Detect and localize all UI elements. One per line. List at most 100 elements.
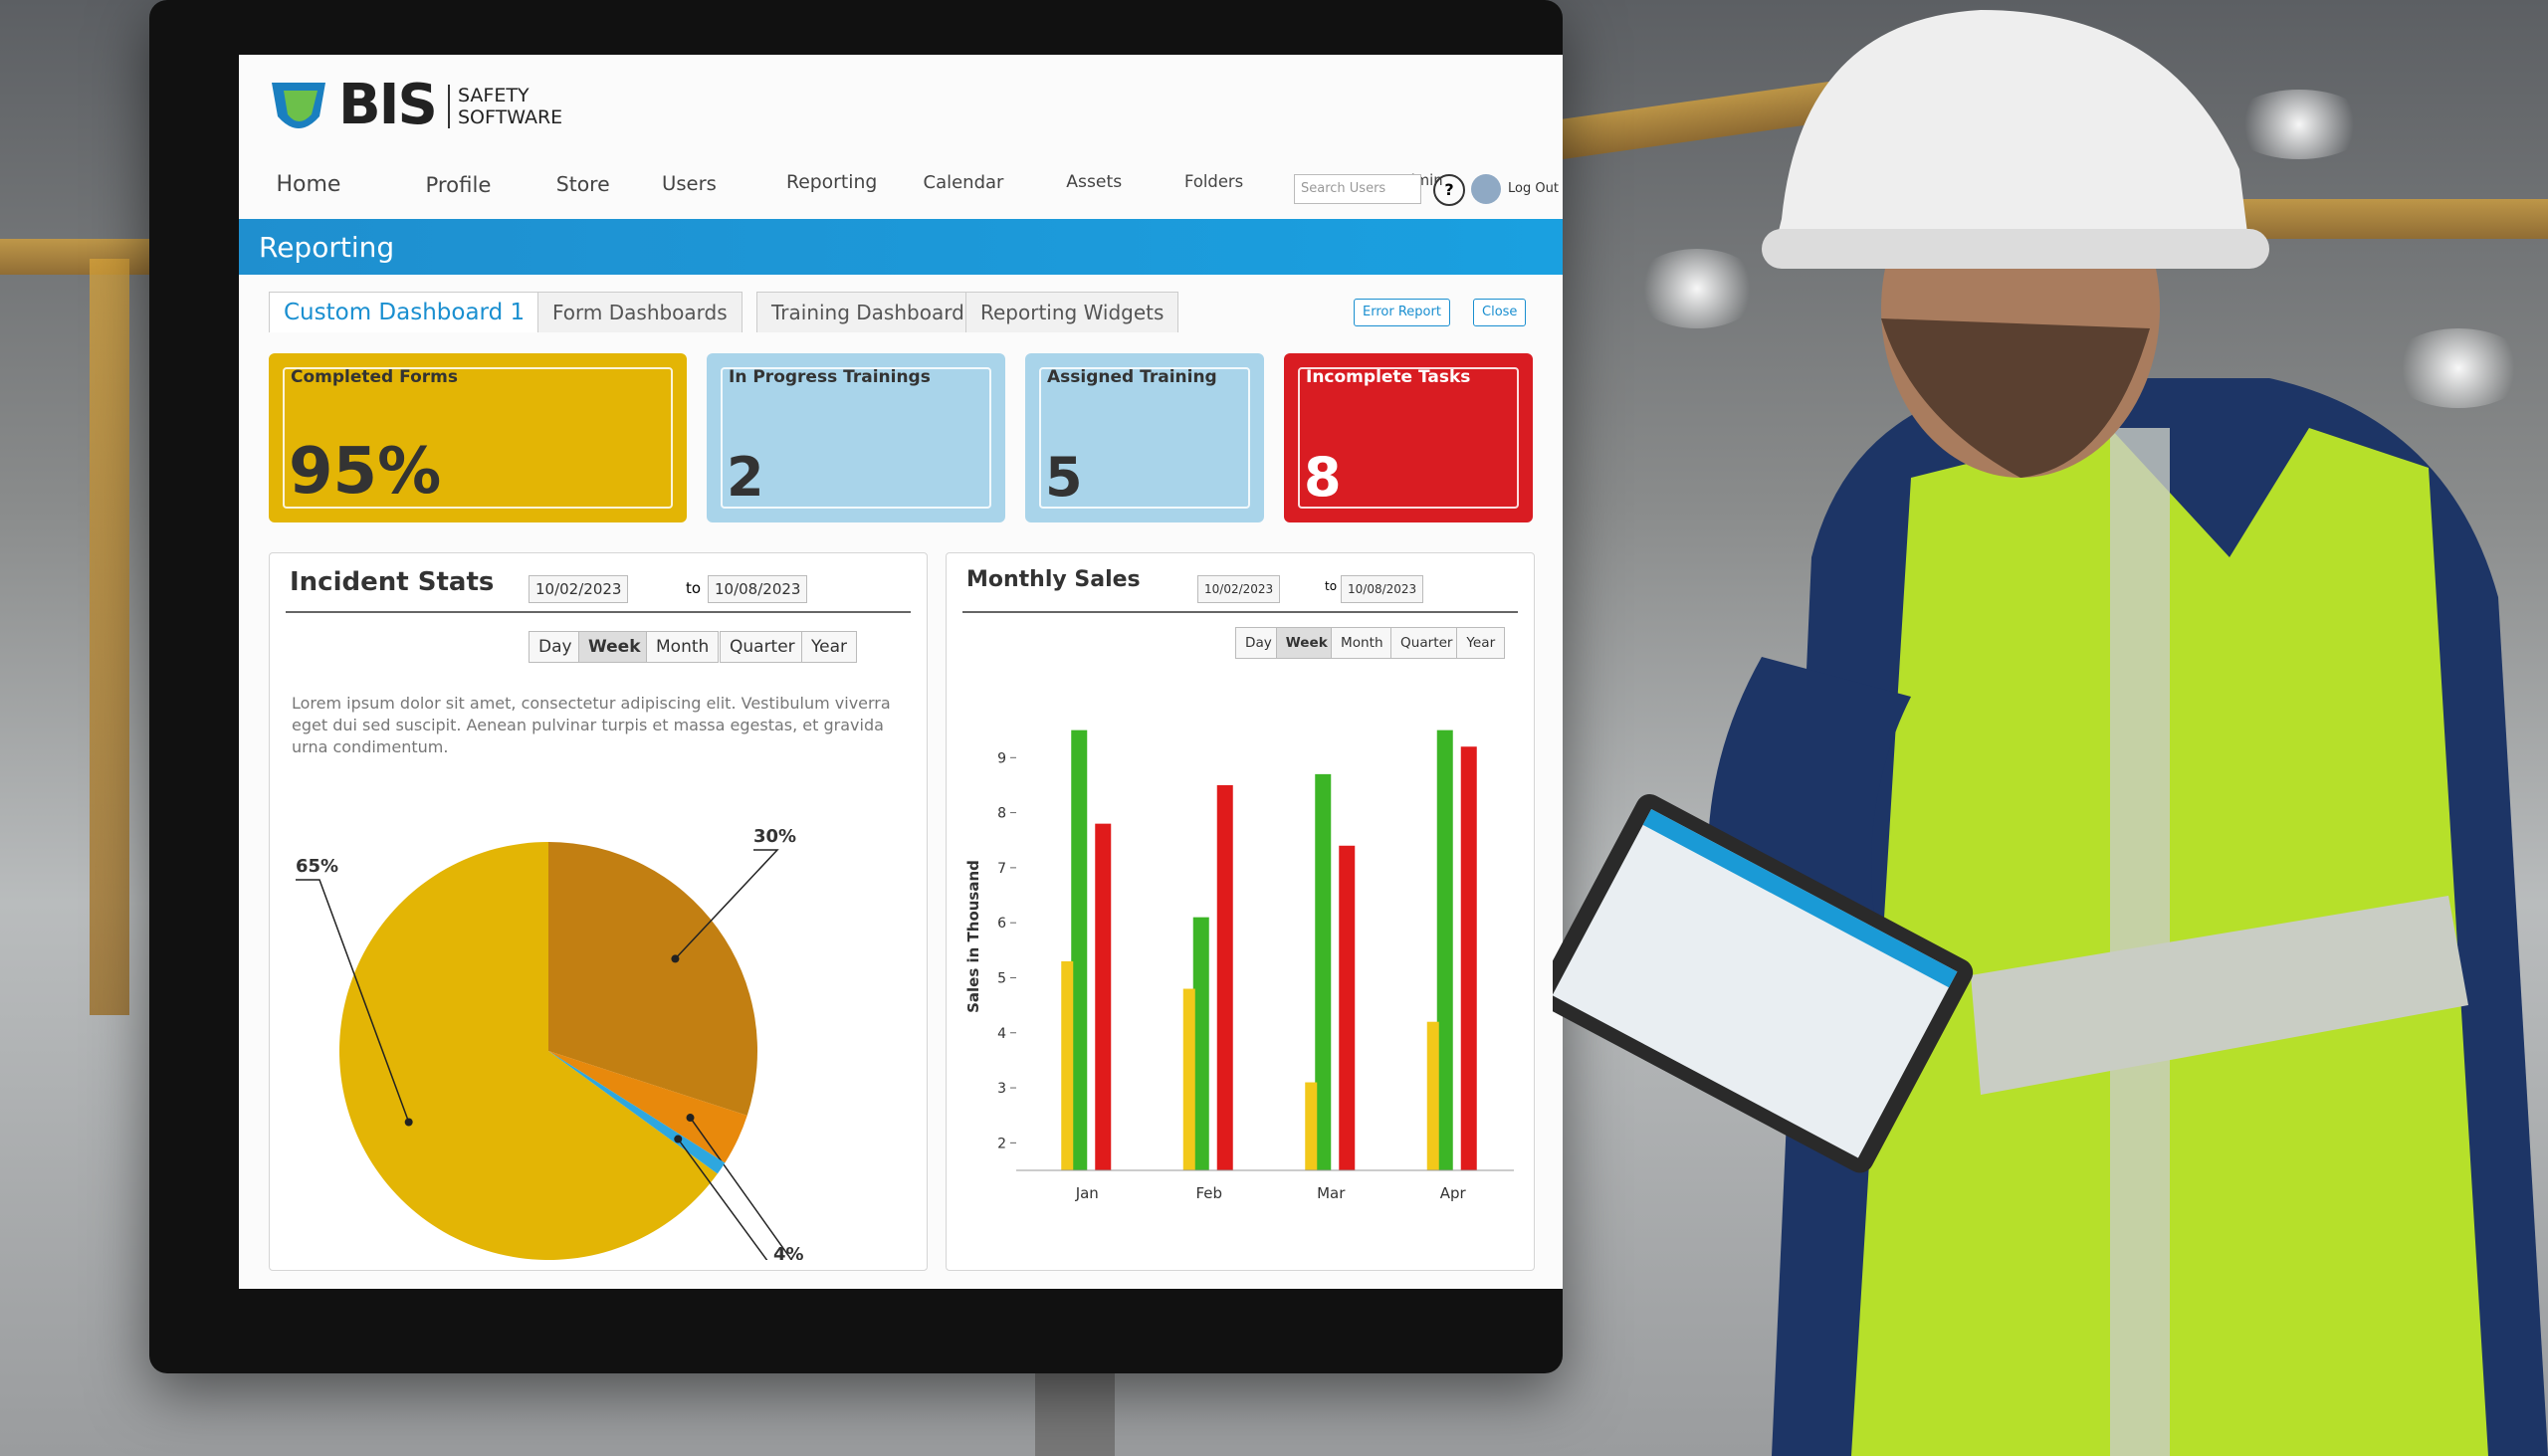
kpi-card: Incomplete Tasks 8 xyxy=(1284,353,1533,522)
panel-title: Incident Stats xyxy=(290,567,495,597)
date-sep: to xyxy=(686,579,702,597)
kpi-card: In Progress Trainings 2 xyxy=(707,353,1005,522)
nav-item[interactable]: Users xyxy=(662,172,717,195)
dashboard-screen: BIS SAFETY SOFTWARE Home Profile Store User… xyxy=(239,55,1563,1289)
card-label: Assigned Training xyxy=(1047,367,1217,387)
y-tick-label: 3 xyxy=(997,1081,1006,1097)
x-tick-label: Feb xyxy=(1195,1184,1222,1202)
range-button[interactable]: Year xyxy=(1456,627,1506,659)
logo-tagline-line: SOFTWARE xyxy=(458,106,563,128)
tab[interactable]: Training Dashboard xyxy=(756,292,979,332)
nav-item[interactable]: Assets xyxy=(1066,172,1123,192)
bar xyxy=(1460,746,1477,1170)
panel-rule xyxy=(286,611,911,613)
x-tick-label: Apr xyxy=(1440,1184,1467,1202)
card-label: Incomplete Tasks xyxy=(1306,367,1471,387)
pie-label: 30% xyxy=(753,826,796,847)
worker xyxy=(1553,10,2548,1456)
sales-panel: Monthly Sales 10/02/2023 to 10/08/2023 Day W… xyxy=(946,552,1535,1271)
y-tick-label: 8 xyxy=(997,806,1006,822)
bar xyxy=(1436,729,1453,1170)
bar xyxy=(1071,729,1088,1170)
range-button[interactable]: Month xyxy=(1331,627,1393,659)
y-tick-label: 9 xyxy=(997,750,1006,766)
pie-label: 65% xyxy=(296,856,338,877)
bar xyxy=(1192,917,1209,1170)
logout[interactable]: Log Out xyxy=(1508,181,1559,196)
range-button[interactable]: Month xyxy=(646,631,720,663)
date-sep: to xyxy=(1325,579,1338,593)
card-label: In Progress Trainings xyxy=(729,367,931,387)
ceiling-light xyxy=(2230,90,2369,159)
bar xyxy=(1216,784,1233,1170)
kpi-card: Completed Forms 95% xyxy=(269,353,687,522)
nav-item[interactable]: Home xyxy=(276,172,341,197)
bar xyxy=(1315,773,1332,1170)
nav-item[interactable]: Folders xyxy=(1184,172,1244,191)
card-value: 95% xyxy=(289,435,442,509)
bar xyxy=(1426,1021,1439,1170)
y-tick-label: 6 xyxy=(997,916,1006,932)
action-button[interactable]: Close xyxy=(1473,299,1527,326)
date-input[interactable]: 10/08/2023 xyxy=(1341,575,1424,603)
tab[interactable]: Form Dashboards xyxy=(537,292,743,332)
x-tick-label: Jan xyxy=(1075,1184,1099,1202)
y-axis-label: Sales in Thousand xyxy=(964,860,982,1013)
section-title: Reporting xyxy=(259,231,395,264)
range-button[interactable]: Week xyxy=(578,631,651,663)
bar xyxy=(1061,960,1074,1170)
ceiling-light xyxy=(2389,328,2528,408)
leader-dot xyxy=(404,1118,413,1127)
y-tick-label: 2 xyxy=(997,1136,1006,1151)
range-button[interactable]: Day xyxy=(529,631,582,663)
card-frame xyxy=(283,367,673,509)
y-tick-label: 5 xyxy=(997,970,1006,986)
nav-item[interactable]: Profile xyxy=(425,172,492,197)
card-frame xyxy=(1039,367,1250,509)
card-value: 2 xyxy=(727,446,764,509)
help-icon[interactable]: ? xyxy=(1433,174,1465,206)
card-value: 8 xyxy=(1304,446,1342,509)
date-input[interactable]: 10/08/2023 xyxy=(708,575,808,603)
x-tick-label: Mar xyxy=(1317,1184,1346,1202)
date-input[interactable]: 10/02/2023 xyxy=(1197,575,1281,603)
nav-item[interactable]: Calendar xyxy=(923,172,1004,193)
nav-item[interactable]: Store xyxy=(555,172,610,196)
leader-line xyxy=(689,1117,793,1260)
date-input[interactable]: 10/02/2023 xyxy=(529,575,629,603)
bar xyxy=(1095,823,1112,1170)
panel-title: Monthly Sales xyxy=(966,567,1141,592)
avatar[interactable] xyxy=(1471,174,1501,204)
bar xyxy=(1182,988,1195,1170)
pie-chart: 65%30%4%1% xyxy=(296,826,804,1260)
bar xyxy=(1339,845,1356,1170)
range-button[interactable]: Year xyxy=(801,631,857,663)
logo-brand: BIS xyxy=(338,73,438,137)
range-button[interactable]: Week xyxy=(1275,627,1338,659)
leader-line xyxy=(674,849,779,959)
tab[interactable]: Reporting Widgets xyxy=(965,292,1179,332)
pie-slice xyxy=(548,842,757,1116)
section-band: Reporting xyxy=(239,219,1563,275)
bar-chart: Sales in Thousand 2 3 4 5 6 7 8 9 Jan Feb Mar Apr xyxy=(964,729,1514,1202)
search-box[interactable]: Search Users xyxy=(1294,174,1421,204)
card-frame xyxy=(721,367,991,509)
leader-line xyxy=(677,1139,768,1260)
panel-rule xyxy=(962,611,1518,613)
incident-panel: Incident Stats 10/02/2023 to 10/08/2023 Day… xyxy=(269,552,928,1271)
panel-text: Lorem ipsum dolor sit amet, consectetur … xyxy=(292,694,891,756)
pie-slice xyxy=(548,1051,747,1163)
range-button[interactable]: Quarter xyxy=(720,631,805,663)
logo-tagline: SAFETY SOFTWARE xyxy=(448,85,562,128)
card-frame xyxy=(1298,367,1519,509)
action-button[interactable]: Error Report xyxy=(1354,299,1450,326)
tab[interactable]: Custom Dashboard 1 xyxy=(269,292,540,332)
range-button[interactable]: Day xyxy=(1235,627,1282,659)
nav-item[interactable]: Reporting xyxy=(786,172,878,193)
logo-tagline-line: SAFETY xyxy=(458,85,530,106)
y-tick-label: 7 xyxy=(997,861,1006,877)
range-button[interactable]: Quarter xyxy=(1390,627,1463,659)
pie-label: 4% xyxy=(773,1244,804,1260)
